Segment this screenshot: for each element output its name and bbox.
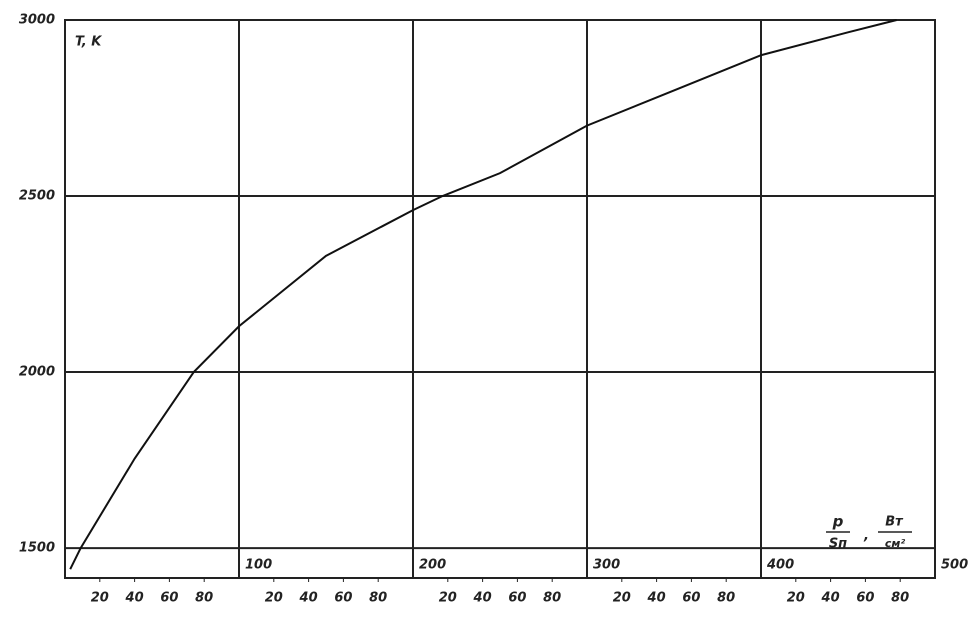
x-tick-label: 300: [593, 558, 620, 573]
x-label-denominator: Sп: [829, 537, 847, 552]
x-minor-tick-label: 40: [821, 591, 840, 606]
y-tick-label: 1500: [19, 541, 55, 556]
x-minor-tick-label: 80: [717, 591, 735, 606]
x-unit-denominator: см²: [885, 537, 906, 550]
x-minor-tick-label: 60: [856, 591, 874, 606]
x-minor-tick-label: 80: [195, 591, 213, 606]
x-unit-numerator: Вт: [885, 515, 904, 530]
x-minor-tick-label: 20: [787, 591, 805, 606]
x-minor-tick-label: 60: [682, 591, 700, 606]
x-minor-tick-label: 20: [439, 591, 457, 606]
x-tick-label: 200: [419, 558, 446, 573]
x-tick-label: 400: [766, 558, 794, 573]
x-minor-tick-label: 20: [613, 591, 631, 606]
curve: [69, 19, 897, 570]
y-tick-label: 3000: [19, 13, 55, 28]
x-minor-tick-label: 80: [369, 591, 387, 606]
plot-frame: [64, 19, 936, 579]
x-minor-tick-label: 40: [299, 591, 318, 606]
x-minor-tick-label: 60: [160, 591, 178, 606]
y-axis-label: T, K: [75, 35, 102, 50]
x-minor-tick-label: 40: [125, 591, 144, 606]
x-minor-tick-label: 40: [647, 591, 666, 606]
x-minor-tick-label: 80: [543, 591, 561, 606]
y-tick-label: 2500: [19, 189, 55, 204]
comma: ,: [863, 529, 869, 544]
x-minor-tick-label: 60: [508, 591, 526, 606]
x-tick-label: 500: [941, 558, 968, 573]
x-minor-tick-label: 20: [91, 591, 109, 606]
x-minor-tick-label: 40: [473, 591, 492, 606]
x-minor-tick-label: 60: [334, 591, 352, 606]
y-tick-label: 2000: [19, 365, 55, 380]
x-tick-label: 100: [245, 558, 272, 573]
x-minor-tick-label: 20: [265, 591, 283, 606]
x-label-numerator: p: [832, 513, 844, 531]
x-minor-tick-label: 80: [891, 591, 909, 606]
